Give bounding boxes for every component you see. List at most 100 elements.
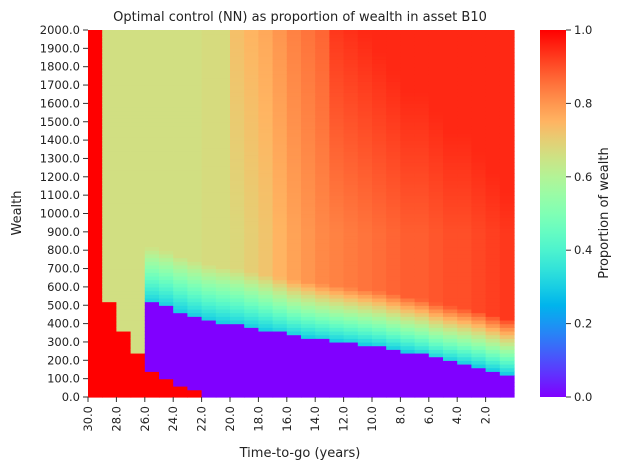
heatmap-cell: [230, 246, 245, 251]
heatmap-cell: [414, 305, 430, 310]
heatmap-cell: [485, 132, 501, 138]
heatmap-cell: [244, 143, 259, 149]
heatmap-cell: [173, 308, 188, 314]
heatmap-cell: [315, 30, 330, 35]
heatmap-cell: [457, 88, 472, 93]
heatmap-cell: [173, 41, 188, 46]
heatmap-cell: [343, 59, 359, 64]
heatmap-cell: [386, 158, 401, 163]
heatmap-cell: [329, 206, 345, 211]
heatmap-cell: [414, 279, 430, 284]
heatmap-cell: [230, 147, 245, 152]
heatmap-cell: [215, 81, 231, 86]
heatmap-cell: [428, 253, 444, 259]
heatmap-cell: [201, 257, 217, 262]
heatmap-cell: [272, 301, 288, 306]
heatmap-cell: [428, 301, 444, 306]
heatmap-cell: [272, 290, 288, 295]
heatmap-cell: [400, 85, 416, 90]
heatmap-cell: [485, 213, 501, 218]
heatmap-cell: [201, 356, 217, 361]
heatmap-cell: [414, 169, 430, 174]
heatmap-cell: [187, 30, 203, 35]
heatmap-cell: [343, 118, 359, 123]
heatmap-cell: [485, 99, 501, 104]
heatmap-cell: [443, 191, 458, 196]
heatmap-cell: [215, 261, 231, 266]
heatmap-cell: [357, 147, 373, 152]
heatmap-cell: [215, 268, 231, 273]
heatmap-cell: [357, 162, 373, 167]
heatmap-cell: [400, 81, 416, 86]
heatmap-cell: [400, 374, 416, 380]
heatmap-cell: [88, 382, 103, 387]
heatmap-cell: [258, 180, 274, 185]
heatmap-cell: [357, 195, 373, 200]
heatmap-cell: [343, 129, 359, 134]
heatmap-cell: [485, 110, 501, 116]
heatmap-cell: [414, 272, 430, 277]
heatmap-cell: [201, 224, 217, 229]
heatmap-cell: [329, 110, 345, 116]
heatmap-cell: [372, 345, 387, 350]
heatmap-cell: [443, 114, 458, 119]
heatmap-cell: [187, 338, 203, 343]
heatmap-cell: [201, 294, 217, 299]
heatmap-cell: [215, 99, 231, 104]
heatmap-cell: [201, 264, 217, 270]
heatmap-cell: [443, 165, 458, 171]
heatmap-cell: [471, 363, 487, 369]
heatmap-cell: [457, 378, 472, 383]
heatmap-cell: [230, 264, 245, 270]
heatmap-cell: [386, 323, 401, 328]
heatmap-cell: [187, 96, 203, 101]
heatmap-cell: [230, 107, 245, 112]
heatmap-cell: [187, 209, 203, 215]
heatmap-cell: [386, 59, 401, 64]
heatmap-cell: [329, 103, 345, 108]
heatmap-cell: [230, 184, 245, 189]
heatmap-cell: [272, 264, 288, 270]
heatmap-cell: [130, 180, 146, 185]
heatmap-cell: [201, 118, 217, 123]
heatmap-cell: [357, 330, 373, 336]
heatmap-cell: [258, 246, 274, 251]
heatmap-cell: [457, 297, 472, 303]
heatmap-cell: [286, 154, 302, 160]
heatmap-cell: [301, 231, 316, 237]
heatmap-cell: [88, 242, 103, 248]
heatmap-cell: [315, 312, 330, 317]
heatmap-cell: [272, 352, 288, 358]
heatmap-cell: [102, 209, 117, 215]
heatmap-cell: [244, 162, 259, 167]
heatmap-cell: [414, 121, 430, 127]
heatmap-cell: [485, 389, 501, 394]
heatmap-cell: [372, 224, 387, 229]
heatmap-cell: [315, 305, 330, 310]
heatmap-cell: [244, 323, 259, 328]
heatmap-cell: [258, 184, 274, 189]
heatmap-cell: [443, 382, 458, 387]
heatmap-cell: [215, 341, 231, 347]
heatmap-cell: [386, 206, 401, 211]
heatmap-cell: [443, 180, 458, 185]
heatmap-cell: [343, 367, 359, 372]
y-tick-label: 1500.0: [40, 115, 80, 129]
heatmap-cell: [315, 385, 330, 391]
heatmap-cell: [272, 330, 288, 336]
heatmap-cell: [244, 330, 259, 336]
heatmap-cell: [215, 107, 231, 112]
heatmap-cell: [286, 85, 302, 90]
heatmap-cell: [485, 173, 501, 178]
heatmap-cell: [372, 371, 387, 376]
heatmap-cell: [471, 316, 487, 321]
heatmap-cell: [187, 52, 203, 57]
heatmap-cell: [471, 140, 487, 145]
heatmap-cell: [343, 206, 359, 211]
heatmap-cell: [286, 297, 302, 303]
heatmap-cell: [372, 286, 387, 292]
colorbar-label: Proportion of wealth: [597, 147, 612, 278]
heatmap-cell: [457, 206, 472, 211]
heatmap-cell: [230, 382, 245, 387]
heatmap-cell: [159, 389, 174, 394]
